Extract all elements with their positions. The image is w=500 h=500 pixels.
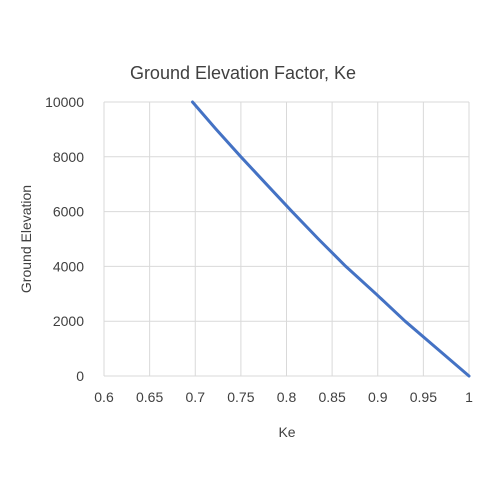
x-tick-label: 0.85: [319, 389, 346, 405]
x-tick-label: 0.8: [277, 389, 297, 405]
y-tick-label: 6000: [53, 204, 84, 220]
y-tick-label: 4000: [53, 258, 84, 274]
y-tick-label: 0: [76, 368, 84, 384]
y-axis-label: Ground Elevation: [18, 185, 34, 293]
y-tick-label: 10000: [45, 94, 84, 110]
series: [191, 100, 471, 378]
x-axis-label: Ke: [278, 424, 295, 440]
x-tick-label: 0.9: [368, 389, 388, 405]
x-tick-label: 0.6: [94, 389, 114, 405]
x-tick-label: 0.65: [136, 389, 163, 405]
chart-title: Ground Elevation Factor, Ke: [130, 63, 356, 83]
grid: [103, 101, 470, 377]
x-tick-label: 0.95: [410, 389, 437, 405]
series-line: [191, 100, 471, 378]
y-tick-label: 8000: [53, 149, 84, 165]
x-tick-label: 1: [465, 389, 473, 405]
x-tick-label: 0.75: [227, 389, 254, 405]
y-tick-label: 2000: [53, 313, 84, 329]
x-tick-label: 0.7: [186, 389, 206, 405]
tick-labels: 0.6 0.65 0.7 0.75 0.8 0.85 0.9 0.95 1 0 2000 4000 60…: [45, 94, 473, 405]
